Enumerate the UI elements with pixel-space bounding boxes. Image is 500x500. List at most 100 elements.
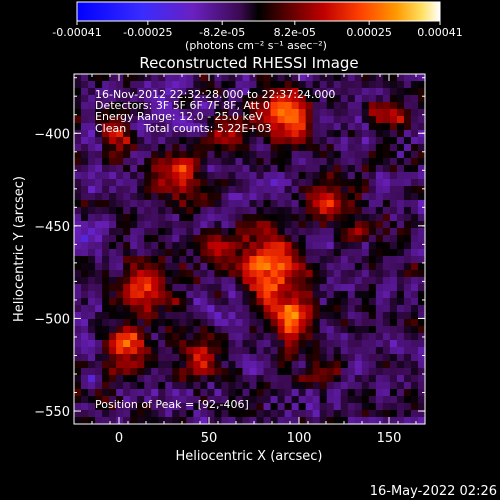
heatmap-cell [312,312,321,320]
heatmap-cell [172,333,180,341]
heatmap-cell [228,74,237,82]
heatmap-cell [151,137,159,145]
heatmap-cell [326,284,335,292]
heatmap-cell [368,368,377,376]
heatmap-cell [186,88,194,96]
heatmap-cell [235,144,244,152]
heatmap-cell [263,102,272,110]
heatmap-cell [396,284,405,292]
heatmap-cell [130,291,138,299]
heatmap-cell [368,396,377,404]
heatmap-cell [249,291,258,299]
heatmap-cell [347,263,356,271]
heatmap-cell [130,298,138,306]
heatmap-cell [270,116,279,124]
heatmap-cell [179,137,187,145]
heatmap-cell [242,165,251,173]
heatmap-cell [88,172,96,180]
heatmap-cell [165,88,173,96]
heatmap-cell [221,172,230,180]
colorbar [76,1,441,22]
heatmap-cell [368,284,377,292]
heatmap-cell [256,242,265,250]
annotation-energy-range: Energy Range: 12.0 - 25.0 keV [95,110,263,123]
heatmap-cell [284,81,293,89]
heatmap-cell [256,172,265,180]
heatmap-cell [396,389,405,397]
heatmap-cell [95,277,103,285]
heatmap-cell [193,410,201,418]
heatmap-cell [389,333,398,341]
heatmap-cell [417,144,426,152]
heatmap-cell [326,123,335,131]
heatmap-cell [102,137,110,145]
heatmap-cell [102,228,110,236]
heatmap-cell [389,256,398,264]
heatmap-cell [347,375,356,383]
heatmap-cell [179,305,187,313]
heatmap-cell [214,263,223,271]
heatmap-cell [326,403,335,411]
heatmap-cell [361,151,370,159]
heatmap-cell [347,137,356,145]
heatmap-cell [123,270,131,278]
heatmap-cell [340,326,349,334]
heatmap-cell [130,417,138,425]
colorbar-tick-label: 0.00025 [346,26,392,39]
heatmap-cell [158,277,166,285]
heatmap-cell [284,291,293,299]
heatmap-cell [312,172,321,180]
heatmap-cell [95,242,103,250]
heatmap-cell [368,172,377,180]
heatmap-cell [95,347,103,355]
heatmap-cell [368,235,377,243]
heatmap-cell [361,389,370,397]
heatmap-cell [193,179,201,187]
heatmap-cell [256,270,265,278]
heatmap-cell [186,298,194,306]
heatmap-cell [109,277,117,285]
heatmap-cell [256,116,265,124]
heatmap-cell [95,319,103,327]
heatmap-cell [256,95,265,103]
heatmap-cell [389,221,398,229]
heatmap-cell [396,151,405,159]
heatmap-cell [312,277,321,285]
heatmap-cell [109,207,117,215]
heatmap-cell [326,158,335,166]
heatmap-cell [214,74,223,82]
heatmap-cell [144,88,152,96]
heatmap-cell [333,172,342,180]
heatmap-cell [277,158,286,166]
heatmap-cell [347,151,356,159]
heatmap-cell [81,207,89,215]
heatmap-cell [186,74,194,82]
heatmap-cell [158,123,166,131]
heatmap-cell [263,193,272,201]
heatmap-cell [410,172,419,180]
heatmap-cell [270,137,279,145]
heatmap-cell [277,186,286,194]
heatmap-cell [417,81,426,89]
heatmap-cell [340,207,349,215]
footer-timestamp: 16-May-2022 02:26 [370,484,497,499]
heatmap-cell [116,340,124,348]
heatmap-cell [417,361,426,369]
heatmap-cell [228,172,237,180]
heatmap-cell [186,214,194,222]
heatmap-cell [298,81,307,89]
heatmap-cell [249,410,258,418]
heatmap-cell [207,95,215,103]
heatmap-cell [235,263,244,271]
heatmap-cell [130,326,138,334]
heatmap-cell [74,333,82,341]
heatmap-cell [137,305,145,313]
heatmap-cell [242,214,251,222]
heatmap-cell [130,375,138,383]
heatmap-cell [249,144,258,152]
heatmap-cell [263,235,272,243]
heatmap-cell [410,396,419,404]
heatmap-cell [312,326,321,334]
heatmap-cell [326,109,335,117]
heatmap-cell [137,389,145,397]
